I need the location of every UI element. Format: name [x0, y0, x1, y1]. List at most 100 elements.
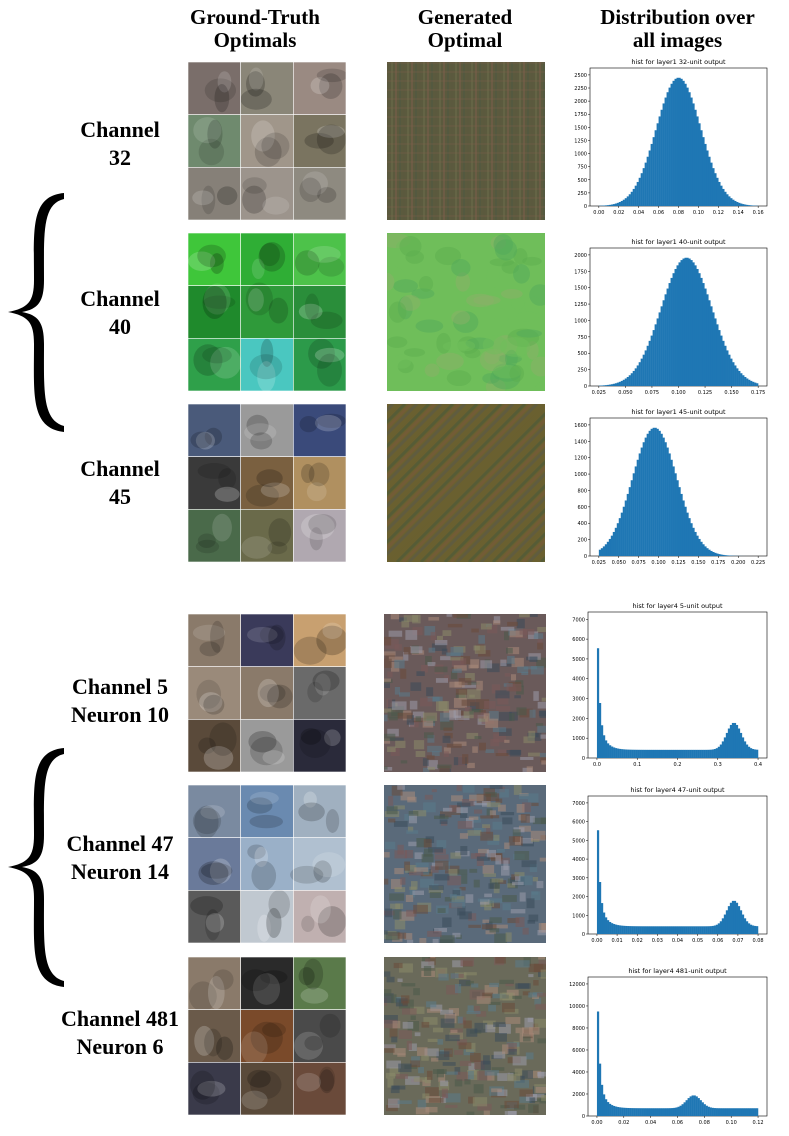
texture-patch — [389, 1067, 400, 1077]
texture-blob — [516, 311, 539, 322]
histogram-bar — [722, 188, 725, 206]
tile-shade — [207, 975, 225, 1010]
texture-patch — [459, 979, 471, 987]
tile-shade — [312, 670, 340, 692]
texture-patch — [504, 1111, 517, 1115]
texture-blob — [436, 352, 464, 371]
x-tick-label: 0.125 — [671, 560, 685, 566]
texture-diagonal — [387, 404, 497, 515]
tile-shade — [249, 354, 283, 380]
histogram-bar — [684, 506, 687, 556]
histogram-bar — [632, 370, 635, 386]
ground-truth-tile — [240, 285, 294, 339]
histogram-bar — [622, 199, 625, 206]
y-tick-label: 1200 — [574, 456, 587, 462]
ground-truth-grid-channel-5 — [188, 614, 346, 772]
histogram-bar — [614, 203, 617, 206]
texture-stripe — [407, 62, 409, 220]
texture-patch — [529, 1027, 540, 1035]
texture-patch — [537, 1071, 546, 1077]
histogram-bar — [615, 748, 618, 758]
texture-patch — [449, 804, 460, 813]
histogram-bar — [664, 97, 667, 206]
texture-patch — [541, 760, 546, 765]
texture-patch — [431, 1057, 439, 1062]
texture-patch — [470, 853, 481, 859]
histogram-bar — [688, 258, 691, 386]
histogram-bar — [669, 1108, 672, 1116]
histogram-bar — [700, 130, 703, 206]
texture-patch — [389, 1028, 398, 1038]
histogram-bar — [658, 312, 661, 386]
tile-shade — [241, 536, 273, 559]
texture-patch — [426, 755, 435, 760]
texture-patch — [491, 684, 501, 694]
histogram-bar — [724, 345, 727, 386]
texture-patch — [405, 630, 418, 640]
tile-shade — [189, 981, 217, 1012]
texture-blob — [387, 273, 395, 291]
texture-patch — [472, 1097, 488, 1107]
texture-stripe — [515, 62, 517, 220]
histogram-bar — [596, 1011, 600, 1116]
tile-shade — [249, 791, 279, 805]
histogram-bar — [715, 924, 718, 934]
histogram-bar — [676, 480, 679, 556]
y-tick-label: 250 — [577, 368, 587, 374]
texture-patch — [499, 979, 514, 985]
histogram-bar — [711, 925, 714, 934]
texture-patch — [447, 875, 462, 886]
texture-patch — [476, 856, 490, 861]
texture-patch — [400, 669, 407, 679]
texture-stripe — [387, 71, 545, 73]
histogram-bar — [692, 262, 695, 386]
header-generated-line1: Generated — [417, 5, 513, 29]
histogram-bar — [706, 548, 709, 556]
tile-shade — [318, 1066, 336, 1092]
histogram-bar — [725, 732, 729, 758]
texture-diagonal — [467, 483, 545, 562]
histogram-bar — [667, 926, 670, 934]
texture-patch — [384, 1044, 396, 1049]
texture-diagonal — [413, 429, 545, 562]
ground-truth-tile — [293, 509, 346, 562]
histogram-bar — [626, 376, 629, 386]
histogram-bar — [670, 459, 673, 556]
histogram-bar — [697, 926, 700, 934]
ground-truth-tile — [293, 614, 346, 667]
texture-blob — [498, 353, 523, 364]
tile-shade — [216, 1036, 234, 1061]
tile-shade — [309, 527, 323, 551]
row-label-channel-32: Channel 32 — [75, 116, 165, 172]
texture-patch — [517, 983, 531, 989]
texture-blob — [452, 309, 479, 323]
tile-shade — [257, 361, 276, 391]
texture-stripe — [403, 62, 405, 220]
ground-truth-tile — [240, 837, 294, 891]
header-generated: Generated Optimal — [380, 6, 550, 52]
histogram-bar — [600, 725, 604, 758]
texture-patch — [477, 848, 489, 854]
histogram-bar — [641, 749, 644, 758]
texture-patch — [480, 831, 494, 841]
tile-shade — [302, 171, 328, 196]
texture-diagonal — [387, 404, 461, 479]
texture-patch — [431, 789, 437, 793]
x-tick-label: 0.04 — [645, 1120, 656, 1126]
texture-patch — [484, 893, 492, 898]
histogram-bar — [638, 453, 641, 556]
histogram-bar — [752, 749, 755, 758]
header-ground-truth-line1: Ground-Truth — [190, 5, 320, 29]
texture-patch — [388, 656, 403, 661]
x-tick-label: 0.08 — [752, 938, 763, 944]
texture-patch — [512, 836, 521, 843]
x-tick-label: 0.03 — [652, 938, 663, 944]
tile-shade — [218, 468, 237, 490]
texture-patch — [422, 712, 438, 721]
histogram-bar — [651, 749, 654, 758]
texture-stripe — [499, 62, 501, 220]
texture-stripe — [543, 62, 545, 220]
texture-patch — [536, 992, 546, 997]
x-tick-label: 0.02 — [632, 938, 643, 944]
texture-patch — [467, 830, 482, 836]
